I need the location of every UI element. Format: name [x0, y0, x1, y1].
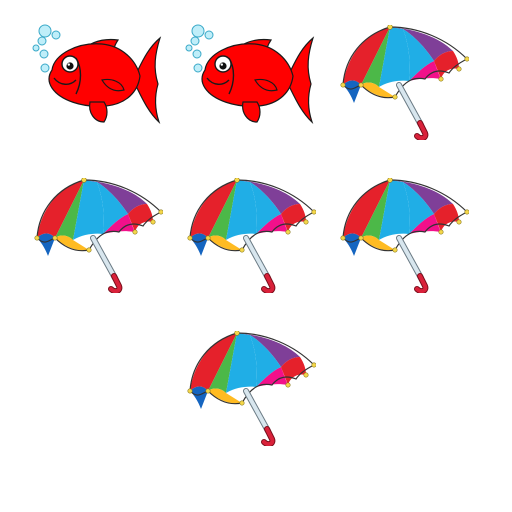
umbrella-icon — [341, 178, 469, 292]
umbrella-icon — [188, 178, 316, 292]
fish-icon — [185, 24, 314, 123]
items-layer — [32, 24, 469, 445]
umbrella-icon — [188, 331, 316, 445]
fish-icon — [32, 24, 161, 123]
umbrella-icon — [35, 178, 163, 292]
umbrella-icon — [341, 25, 469, 139]
